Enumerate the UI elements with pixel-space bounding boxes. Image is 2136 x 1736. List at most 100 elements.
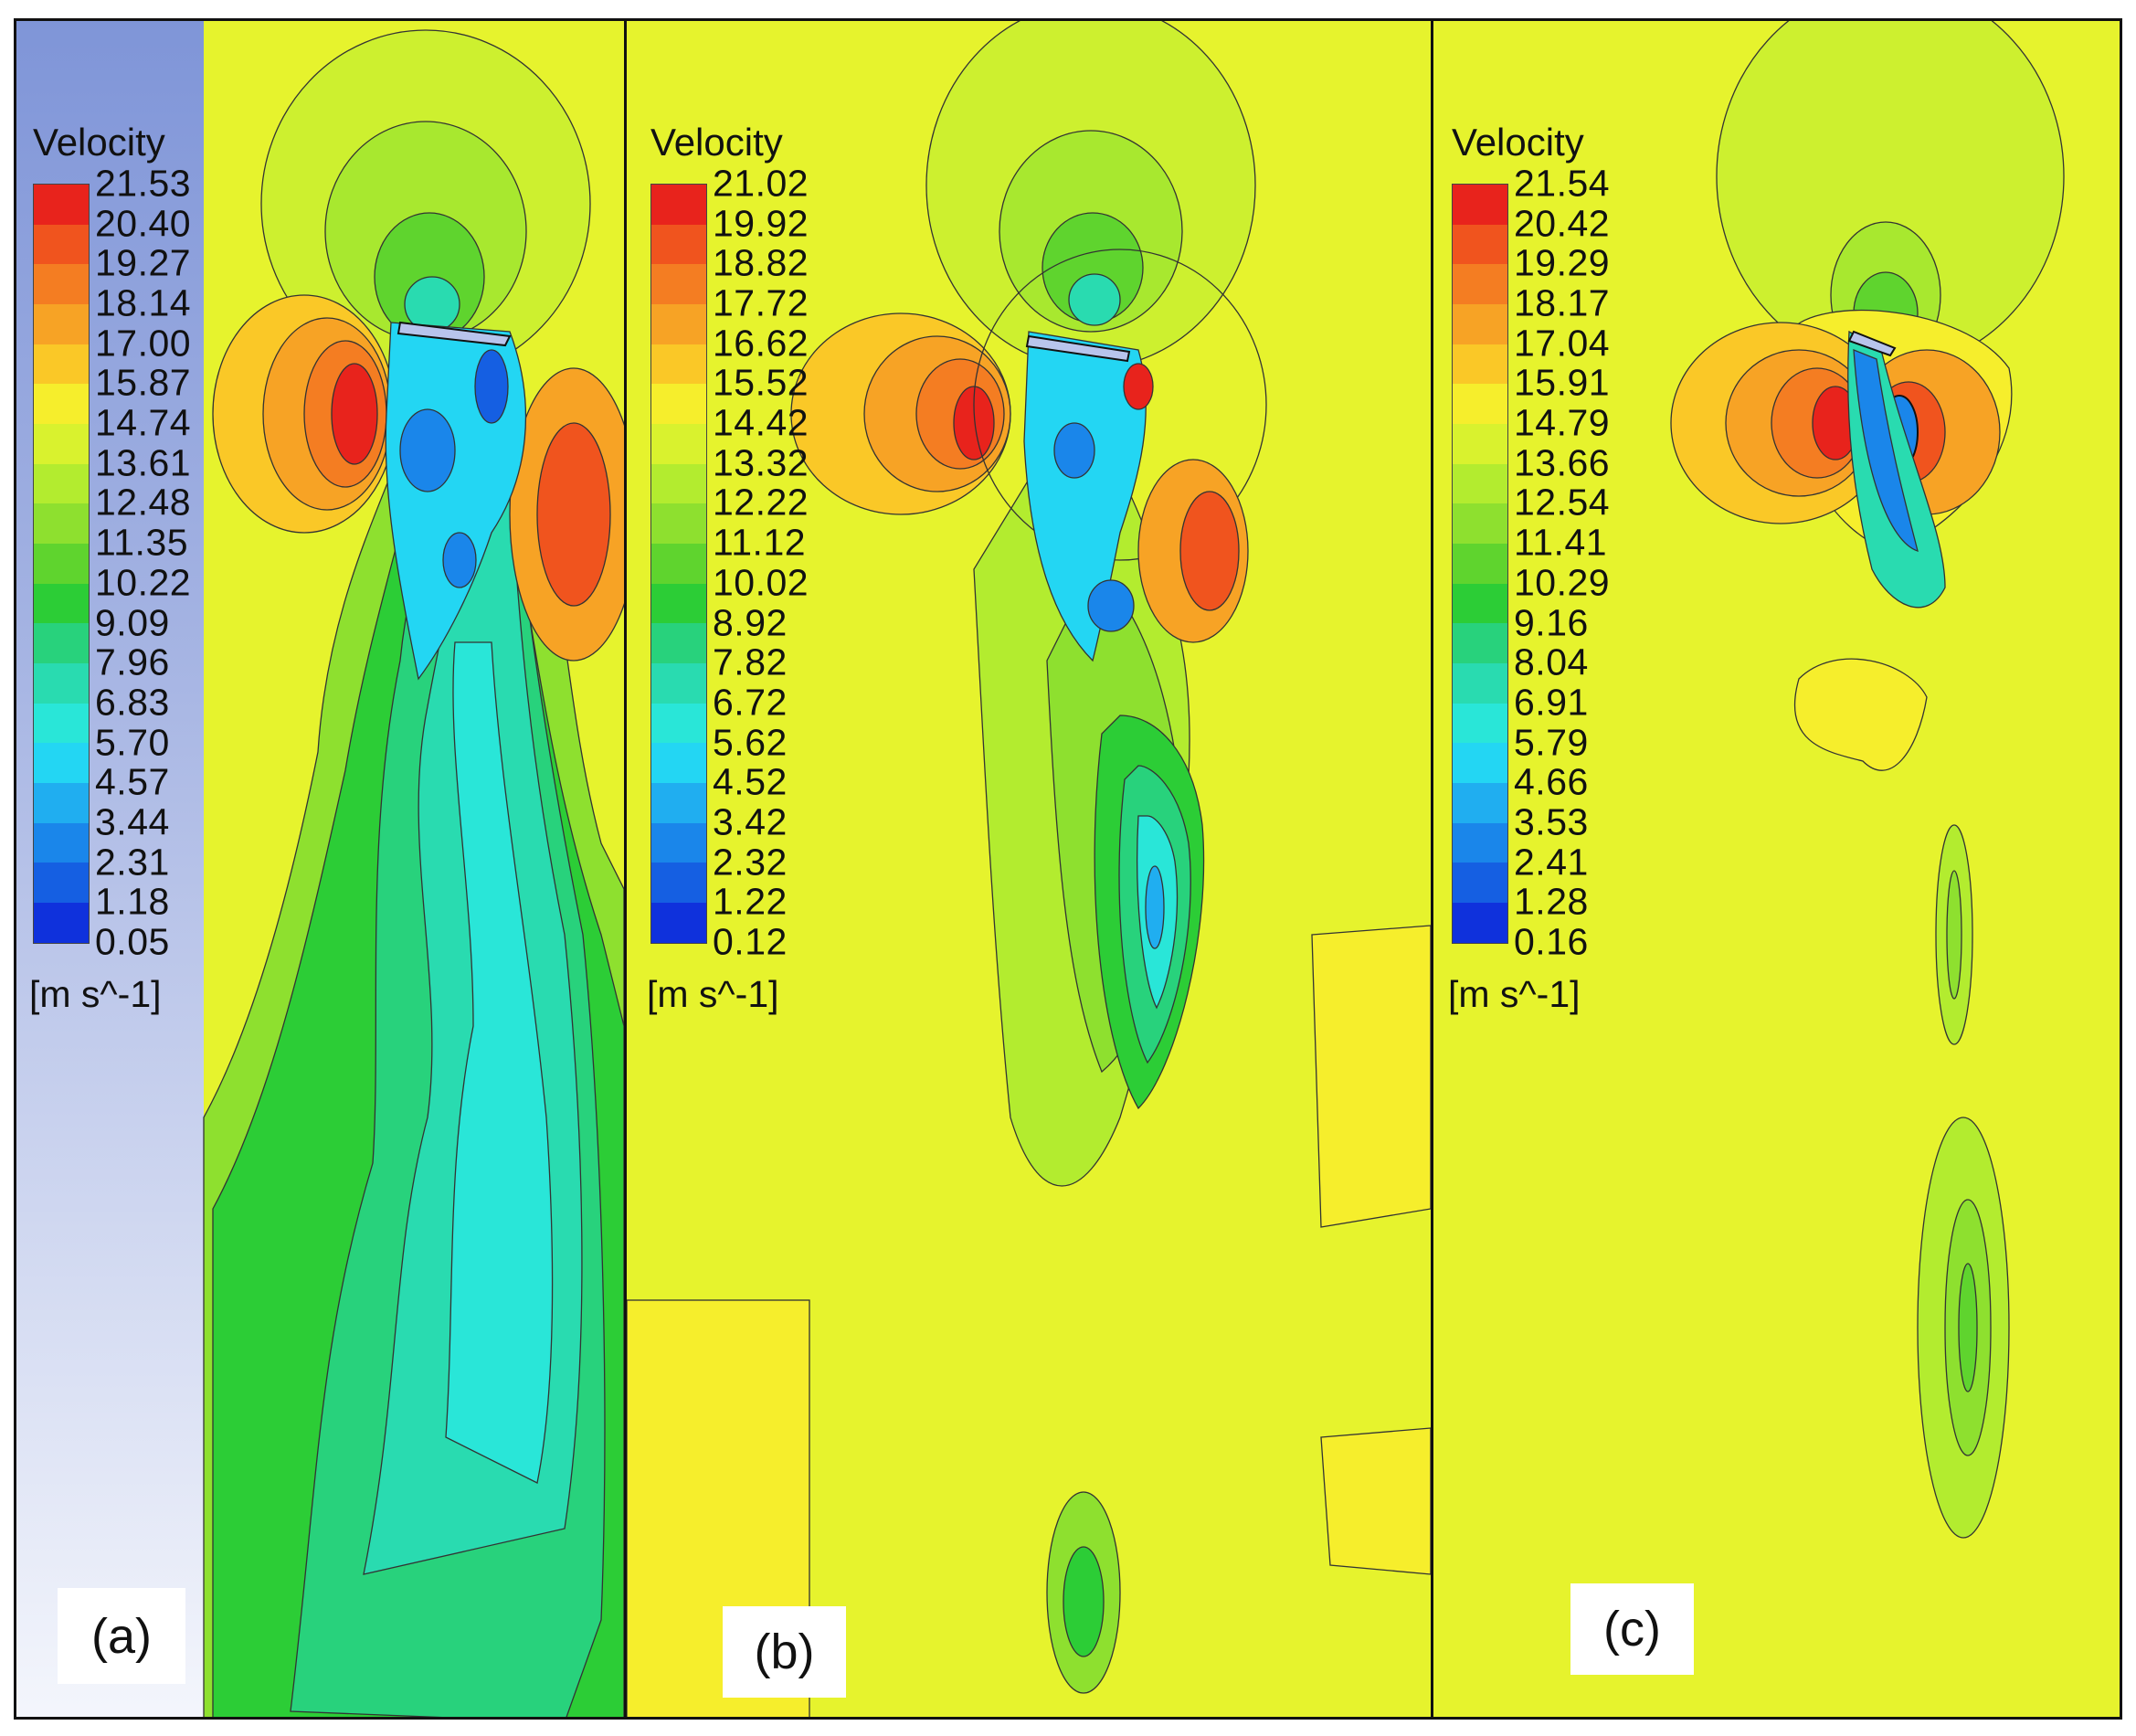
tick-label: 18.82: [713, 241, 809, 284]
tick-label: 11.12: [713, 521, 807, 564]
tick-label: 8.92: [713, 601, 788, 644]
tick-label: 14.79: [1514, 401, 1611, 444]
legend-unit-b: [m s^-1]: [647, 973, 779, 1015]
colorbar-segment: [34, 903, 89, 943]
tick-label: 10.22: [95, 561, 192, 604]
tick-label: 20.42: [1514, 202, 1611, 245]
colorbar-segment: [651, 224, 706, 265]
colorbar-segment: [651, 424, 706, 464]
tick-label: 6.83: [95, 681, 170, 724]
tick-label: 13.61: [95, 441, 192, 484]
tick-label: 4.57: [95, 760, 170, 803]
colorbar-segment: [34, 503, 89, 545]
colorbar-segment: [34, 822, 89, 863]
colorbar-segment: [1453, 663, 1507, 704]
tick-label: 4.66: [1514, 760, 1589, 803]
colorbar-segment: [1453, 822, 1507, 863]
colorbar-segment: [34, 224, 89, 265]
colorbar-segment: [34, 185, 89, 225]
blade-a: [397, 321, 512, 347]
tick-label: 15.52: [713, 361, 809, 404]
colorbar-segment: [651, 264, 706, 305]
tick-label: 7.96: [95, 640, 170, 683]
legend-title-b: Velocity: [650, 121, 783, 164]
panel-c: Velocity 21.54 20.42 19.29 18.17 17.04 15.91 1…: [1433, 21, 2120, 1717]
colorbar-segment: [1453, 264, 1507, 305]
colorbar-segment: [1453, 503, 1507, 545]
colorbar-segment: [1453, 703, 1507, 744]
colorbar-segment: [1453, 623, 1507, 664]
tick-label: 9.16: [1514, 601, 1589, 644]
colorbar-segment: [651, 463, 706, 504]
tick-label: 21.53: [95, 162, 192, 205]
tick-label: 0.12: [713, 920, 788, 963]
legend-unit-c: [m s^-1]: [1448, 973, 1581, 1015]
blade-b: [1025, 334, 1131, 363]
tick-label: 10.29: [1514, 561, 1611, 604]
colorbar-segment: [1453, 783, 1507, 823]
tick-label: 3.42: [713, 800, 788, 843]
panel-b: Velocity 21.02 19.92 18.82 17.72 16.62 15.52 1…: [627, 21, 1431, 1717]
colorbar-segment: [651, 185, 706, 225]
colorbar-segment: [1453, 304, 1507, 344]
tick-label: 14.74: [95, 401, 192, 444]
tick-label: 12.48: [95, 481, 192, 524]
colorbar-segment: [651, 783, 706, 823]
colorbar-segment: [1453, 544, 1507, 584]
tick-label: 15.91: [1514, 361, 1611, 404]
colorbar-segment: [34, 623, 89, 664]
tick-label: 19.29: [1514, 241, 1611, 284]
colorbar-segment: [1453, 185, 1507, 225]
panel-label-a: (a): [58, 1588, 185, 1684]
tick-label: 5.62: [713, 721, 788, 764]
divider-ab: [624, 21, 627, 1717]
colorbar-b: [650, 184, 707, 944]
colorbar-segment: [1453, 583, 1507, 624]
colorbar-segment: [1453, 903, 1507, 943]
tick-label: 20.40: [95, 202, 192, 245]
colorbar-segment: [1453, 384, 1507, 425]
legend-title-a: Velocity: [33, 121, 165, 164]
colorbar-segment: [34, 783, 89, 823]
tick-label: 6.91: [1514, 681, 1589, 724]
colorbar-segment: [651, 743, 706, 784]
colorbar-segment: [34, 424, 89, 464]
tick-label: 5.79: [1514, 721, 1589, 764]
tick-label: 4.52: [713, 760, 788, 803]
tick-label: 9.09: [95, 601, 170, 644]
tick-label: 1.22: [713, 880, 788, 923]
tick-label: 13.66: [1514, 441, 1611, 484]
tick-label: 18.17: [1514, 281, 1611, 324]
colorbar-segment: [34, 743, 89, 784]
divider-bc: [1431, 21, 1433, 1717]
colorbar-segment: [34, 463, 89, 504]
colorbar-segment: [651, 663, 706, 704]
tick-label: 12.54: [1514, 481, 1611, 524]
colorbar-segment: [1453, 743, 1507, 784]
colorbar-segment: [651, 623, 706, 664]
colorbar-c: [1452, 184, 1508, 944]
colorbar-segment: [651, 344, 706, 385]
tick-label: 5.70: [95, 721, 170, 764]
colorbar-segment: [1453, 344, 1507, 385]
tick-label: 8.04: [1514, 640, 1589, 683]
legend-unit-a: [m s^-1]: [29, 973, 162, 1015]
tick-label: 14.42: [713, 401, 809, 444]
velocity-field-b: [627, 21, 1431, 1717]
colorbar-segment: [34, 344, 89, 385]
colorbar-segment: [34, 304, 89, 344]
colorbar-segment: [651, 822, 706, 863]
tick-label: 0.16: [1514, 920, 1589, 963]
colorbar-segment: [34, 663, 89, 704]
tick-label: 2.31: [95, 841, 170, 884]
tick-label: 1.18: [95, 880, 170, 923]
colorbar-segment: [34, 264, 89, 305]
tick-label: 16.62: [713, 322, 809, 365]
velocity-field-c: [1433, 21, 2120, 1717]
tick-label: 10.02: [713, 561, 809, 604]
tick-label: 1.28: [1514, 880, 1589, 923]
colorbar-segment: [651, 583, 706, 624]
colorbar-segment: [34, 703, 89, 744]
colorbar-segment: [34, 544, 89, 584]
colorbar-segment: [1453, 424, 1507, 464]
